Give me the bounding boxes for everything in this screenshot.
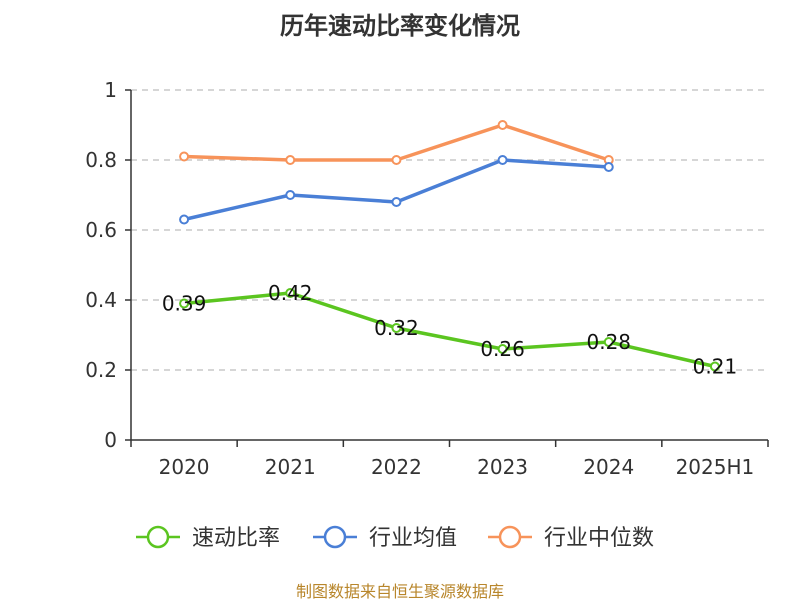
data-label: 0.42 <box>268 281 313 305</box>
data-point <box>603 162 614 172</box>
legend-marker <box>146 525 170 549</box>
source-note: 制图数据来自恒生聚源数据库 <box>295 582 504 601</box>
data-point <box>391 155 402 165</box>
series-line-2 <box>184 123 610 162</box>
legend: 速动比率 行业均值 行业中位数 <box>136 525 654 551</box>
data-point <box>497 344 508 354</box>
x-tick-label: 2022 <box>371 455 422 479</box>
y-tick-label: 0.4 <box>85 288 117 312</box>
series-group <box>179 120 720 372</box>
data-point <box>709 361 720 372</box>
legend-label: 行业均值 <box>369 526 457 551</box>
data-point <box>285 155 296 165</box>
legend-marker <box>323 525 347 549</box>
legend-label: 行业中位数 <box>544 526 654 551</box>
x-tick-label: 2020 <box>159 455 210 479</box>
x-tick-label: 2021 <box>265 455 316 479</box>
data-point <box>285 288 296 298</box>
legend-marker <box>498 525 522 549</box>
data-label: 0.39 <box>162 292 207 316</box>
grid-lines <box>131 89 768 371</box>
y-tick-label: 0.8 <box>85 148 117 172</box>
series-line-1 <box>183 158 609 222</box>
legend-label: 速动比率 <box>192 526 280 551</box>
y-tick-label: 1 <box>104 78 117 102</box>
data-point <box>497 155 508 165</box>
data-point <box>179 214 190 225</box>
data-point <box>603 337 614 347</box>
x-tick-label: 2024 <box>583 455 634 479</box>
data-label: 0.28 <box>586 330 631 354</box>
axes <box>125 89 769 447</box>
y-tick-label: 0.6 <box>85 218 117 242</box>
data-point <box>497 120 508 130</box>
data-label: 0.26 <box>480 337 525 361</box>
y-tick-label: 0.2 <box>85 358 117 382</box>
data-point <box>179 298 190 309</box>
series-line-0 <box>183 291 716 369</box>
x-tick-label: 2025H1 <box>676 455 755 479</box>
data-point <box>179 151 190 162</box>
tick-labels: 0 0.2 0.4 0.6 0.8 1 2020 2021 2022 2023 2024 2025H1 <box>85 78 754 479</box>
y-tick-label: 0 <box>104 428 117 452</box>
x-tick-label: 2023 <box>477 455 528 479</box>
data-label: 0.21 <box>693 355 738 379</box>
chart-title: 历年速动比率变化情况 <box>280 12 520 40</box>
data-labels: 0.39 0.42 0.32 0.26 0.28 0.21 <box>162 281 737 379</box>
data-point <box>391 197 402 207</box>
data-point <box>285 190 296 200</box>
data-point <box>391 323 402 333</box>
data-label: 0.32 <box>374 316 419 340</box>
